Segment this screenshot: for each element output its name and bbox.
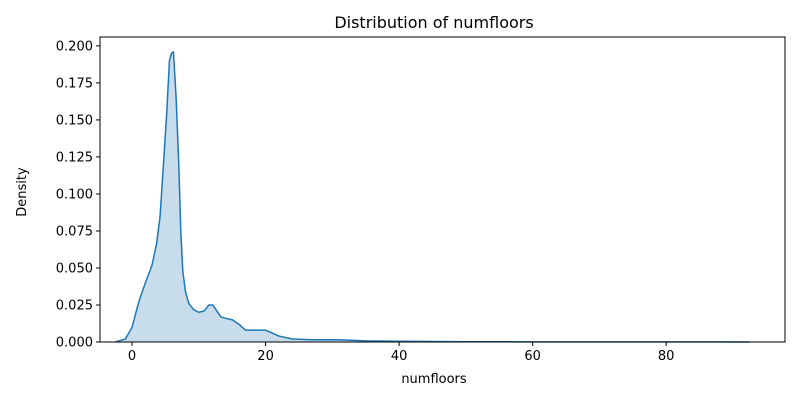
density-line-0	[115, 51, 750, 343]
x-tick-label: 40	[391, 349, 408, 364]
plot-frame	[99, 36, 786, 343]
y-axis: 0.000 0.025 0.050 0.075 0.100 0.125 0.150 0.175…	[56, 39, 100, 351]
x-tick-label: 0	[128, 349, 136, 364]
chart-title: Distribution of numfloors	[334, 13, 533, 32]
y-axis-title: Density	[15, 167, 30, 217]
plot-area	[99, 36, 786, 343]
x-tick-label: 20	[257, 349, 274, 364]
density-fill-0	[115, 51, 750, 343]
y-tick-label: 0.000	[56, 336, 93, 351]
y-tick-label: 0.100	[56, 187, 93, 202]
y-tick-label: 0.025	[56, 298, 93, 313]
x-axis-title: numfloors	[401, 372, 467, 387]
y-tick-label: 0.075	[56, 224, 93, 239]
x-tick-label: 80	[658, 349, 675, 364]
y-tick-label: 0.125	[56, 150, 93, 165]
y-tick-label: 0.050	[56, 261, 93, 276]
x-tick-label: 60	[524, 349, 541, 364]
y-tick-label: 0.150	[56, 113, 93, 128]
y-tick-label: 0.200	[56, 39, 93, 54]
y-tick-label: 0.175	[56, 76, 93, 91]
x-axis: 0 20 40 60 80	[128, 342, 675, 364]
